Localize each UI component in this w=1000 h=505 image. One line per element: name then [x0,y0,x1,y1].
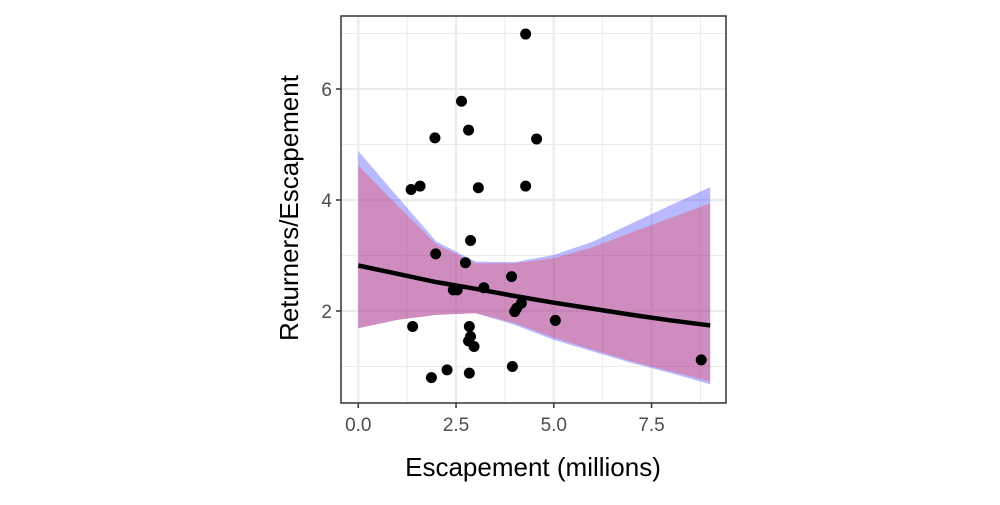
y-tick-label: 4 [321,191,332,212]
x-tick-label: 5.0 [541,415,567,436]
data-point [465,235,477,247]
data-point [459,257,471,269]
data-point [405,183,417,195]
confidence-ribbon [358,165,711,382]
data-point [451,284,463,296]
confidence-ribbon [358,151,711,385]
data-point [472,182,484,194]
data-point [478,282,490,294]
x-tick-label: 7.5 [638,415,664,436]
data-point [695,354,707,366]
data-point [414,180,426,192]
data-point [506,361,518,372]
x-tick-label: 2.5 [443,415,469,436]
x-axis-label: Escapement (millions) [405,452,661,482]
data-point [468,341,480,353]
data-point [506,271,518,283]
data-point [509,306,521,318]
data-point [463,124,475,136]
y-tick-label: 2 [321,302,332,323]
data-point [463,367,475,379]
data-point [407,321,419,333]
axes: 0.0 2.5 5.0 7.5 2 4 6 [321,80,664,436]
data-point [429,132,441,144]
y-axis-label: Returners/Escapement [274,74,304,341]
fit-line-group [357,263,711,328]
data-point [531,133,543,145]
data-point [520,180,532,192]
confidence-ribbons [358,151,711,385]
plot-panel [341,16,726,403]
panel-border [340,15,727,404]
data-point [463,321,475,333]
fit-line [357,263,711,328]
points [405,28,707,384]
data-point [425,372,437,384]
y-tick-label: 6 [321,80,332,101]
data-point [549,314,561,326]
data-point [430,248,442,260]
data-point [441,364,453,376]
grid [341,16,726,403]
data-point [456,95,468,107]
data-point [520,28,532,40]
x-tick-label: 0.0 [345,415,371,436]
